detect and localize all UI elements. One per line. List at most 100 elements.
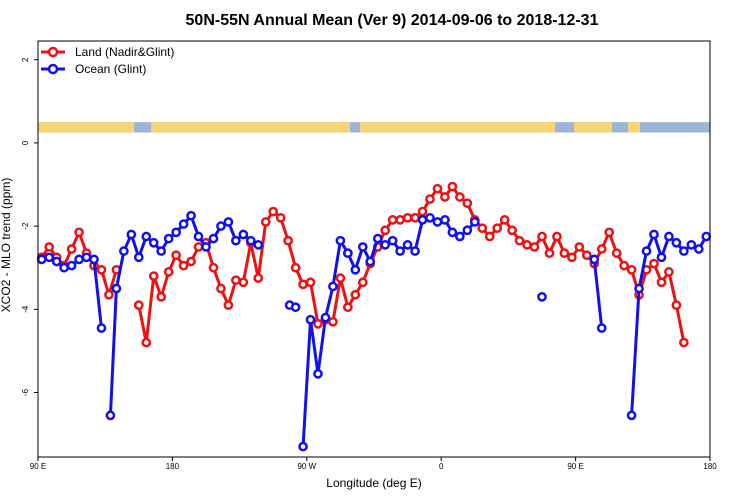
legend-item-ocean: Ocean (Glint) — [41, 62, 146, 76]
data-point — [208, 262, 219, 273]
x-tick-label: 90 W — [297, 462, 316, 471]
data-point — [462, 225, 473, 236]
x-tick-label: 0 — [439, 462, 444, 471]
y-tick-label: -2 — [21, 222, 30, 230]
data-point — [544, 248, 555, 259]
data-point — [156, 246, 167, 256]
data-point — [74, 227, 84, 238]
data-point — [36, 254, 47, 265]
data-point — [649, 229, 659, 240]
data-point — [104, 289, 114, 300]
data-point — [537, 231, 547, 242]
data-point — [201, 242, 211, 252]
data-point — [133, 252, 144, 263]
data-point — [328, 316, 338, 327]
data-point — [432, 183, 443, 194]
data-point — [507, 225, 517, 236]
data-point — [447, 181, 458, 192]
data-point — [253, 239, 264, 250]
data-point — [477, 223, 488, 234]
data-point — [305, 314, 316, 325]
y-axis-label: XCO2 - MLO trend (ppm) — [0, 178, 13, 313]
data-point — [671, 300, 682, 311]
data-point — [231, 275, 241, 286]
data-point — [410, 246, 420, 256]
data-point — [208, 233, 219, 244]
data-point — [298, 279, 308, 290]
data-point — [268, 206, 279, 217]
land-ocean-strip — [38, 122, 710, 133]
data-point — [484, 231, 495, 242]
data-point — [148, 271, 159, 281]
data-point — [395, 246, 405, 256]
data-point — [514, 235, 525, 246]
data-point — [634, 283, 644, 294]
data-point — [156, 291, 167, 302]
data-point — [693, 244, 704, 254]
data-point — [679, 246, 689, 256]
plot-frame — [37, 40, 711, 458]
data-point — [171, 250, 181, 261]
data-point — [537, 291, 547, 302]
data-point — [365, 256, 376, 267]
data-point — [611, 248, 622, 259]
data-point — [432, 217, 443, 227]
data-point — [186, 256, 196, 267]
data-point — [626, 264, 637, 275]
data-point — [462, 198, 473, 209]
legend-ocean-label: Ocean (Glint) — [75, 62, 146, 76]
data-point — [417, 215, 428, 225]
data-point — [357, 242, 368, 252]
data-point — [216, 283, 226, 294]
data-point — [567, 252, 577, 263]
data-point — [141, 231, 152, 242]
data-point — [402, 239, 413, 250]
data-point — [664, 231, 674, 242]
data-point — [387, 235, 398, 246]
data-point — [686, 239, 697, 250]
data-point — [44, 252, 55, 263]
data-point — [357, 277, 368, 288]
data-point — [581, 250, 592, 261]
data-point — [380, 239, 391, 250]
y-tick-label: 2 — [21, 57, 30, 62]
data-point — [440, 192, 450, 202]
data-point — [66, 244, 77, 254]
data-point — [596, 323, 607, 333]
data-point — [701, 231, 712, 242]
data-point — [499, 215, 510, 225]
data-point — [656, 277, 667, 288]
series-1 — [36, 210, 712, 452]
data-point — [238, 229, 249, 240]
data-point — [186, 210, 196, 221]
legend: Land (Nadir&Glint) Ocean (Glint) — [41, 45, 174, 76]
strip-land — [574, 122, 612, 133]
data-point — [81, 252, 92, 263]
data-point — [425, 194, 435, 204]
data-point — [455, 192, 465, 202]
y-tick-label: -4 — [21, 305, 30, 313]
data-point — [343, 302, 353, 313]
data-point — [626, 410, 637, 421]
y-tick-label: 0 — [21, 140, 30, 145]
data-point — [335, 273, 346, 283]
data-point — [223, 217, 234, 227]
data-point — [455, 231, 465, 242]
data-point — [74, 254, 84, 265]
data-point — [238, 277, 249, 288]
data-point — [529, 242, 540, 252]
data-point — [387, 215, 398, 225]
data-point — [552, 231, 562, 242]
series-line — [592, 259, 604, 329]
data-point — [492, 223, 503, 234]
data-point — [44, 242, 55, 252]
data-point — [619, 260, 629, 271]
data-point — [522, 239, 532, 250]
data-point — [111, 283, 122, 294]
x-tick-label: 180 — [166, 462, 180, 471]
data-point — [469, 217, 480, 227]
data-point — [133, 300, 144, 311]
data-point — [320, 312, 331, 323]
data-point — [260, 217, 271, 227]
data-point — [656, 252, 667, 263]
